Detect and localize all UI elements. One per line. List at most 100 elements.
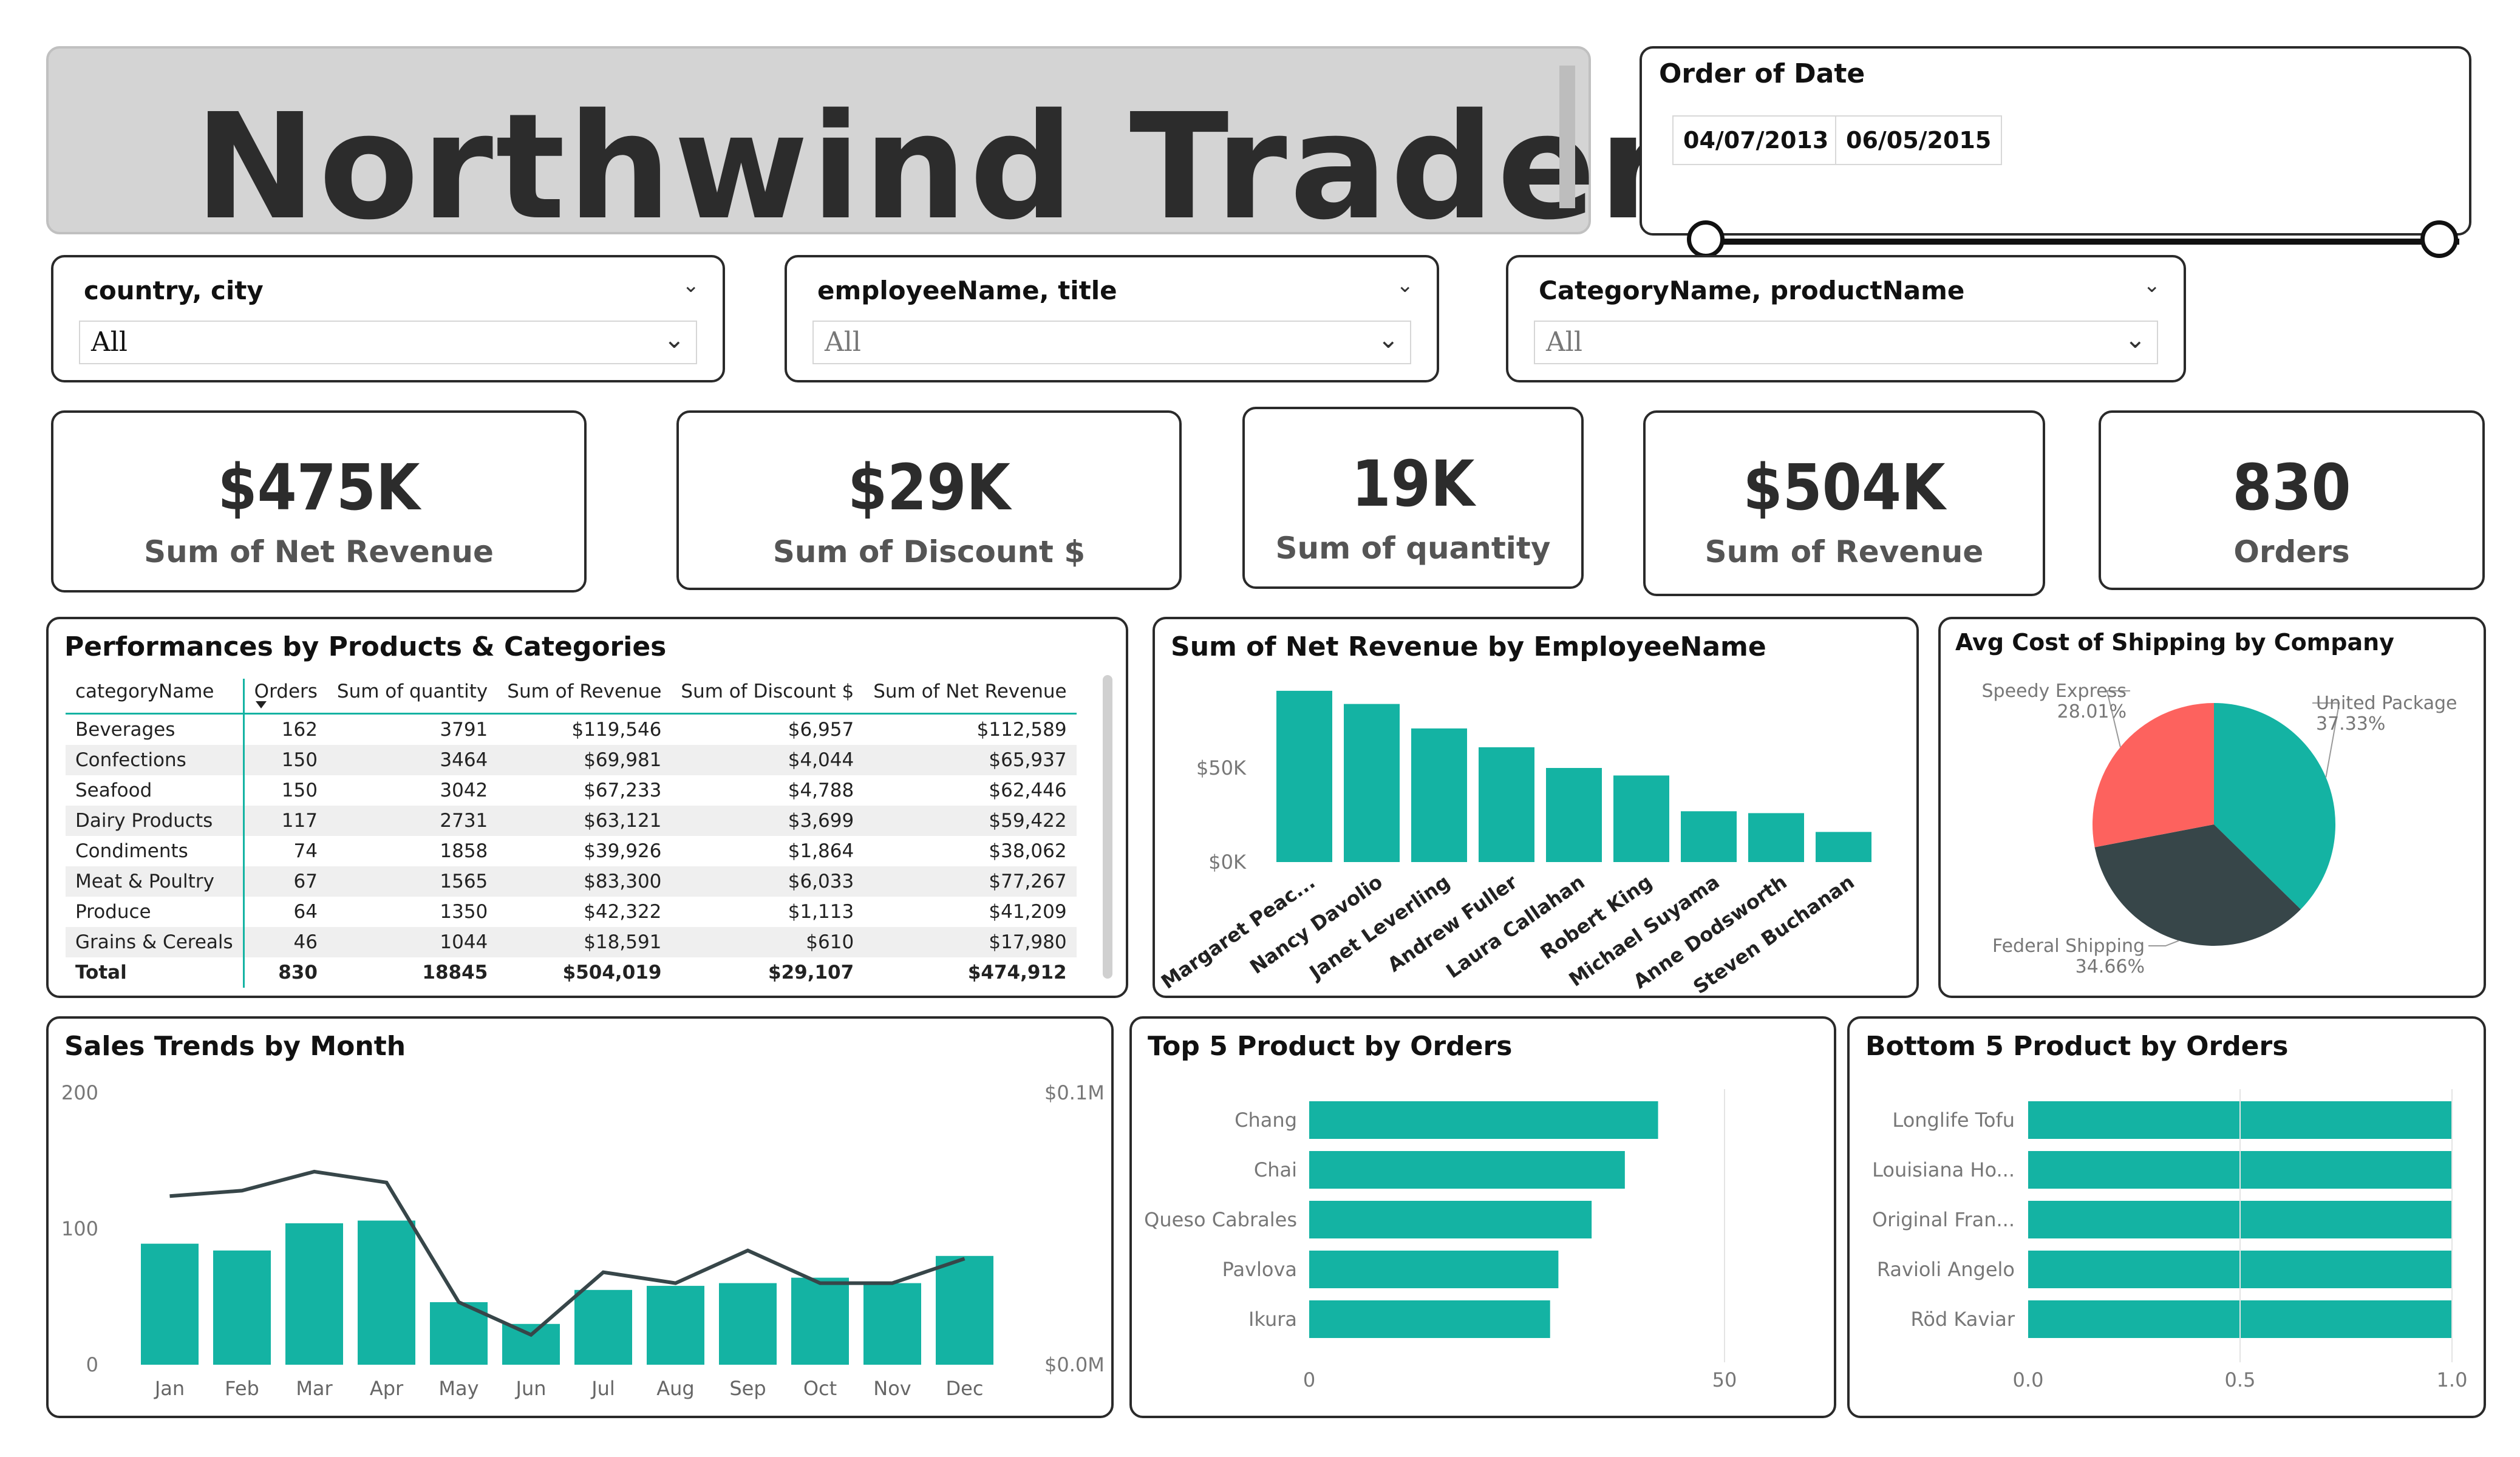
column-header[interactable]: Sum of quantity <box>327 679 498 715</box>
x-tick-label: 0.0 <box>2013 1368 2044 1391</box>
filter-category-product[interactable]: CategoryName, productName ⌄ All ⌄ <box>1506 255 2186 382</box>
table-cell: $38,062 <box>989 840 1067 862</box>
column-header[interactable]: Sum of Revenue <box>497 679 672 715</box>
table-cell: 1350 <box>440 901 488 923</box>
table-cell: 18845 <box>422 962 488 983</box>
slice-percent-label: 37.33% <box>2316 713 2385 735</box>
y-tick-label: Ravioli Angelo <box>1877 1258 2015 1281</box>
table-cell: 117 <box>242 806 327 836</box>
table-row[interactable]: Produce 64 1350 $42,322 $1,113 $41,209 <box>66 897 1077 927</box>
table-cell: $6,957 <box>788 719 854 741</box>
table-row[interactable]: Seafood 150 3042 $67,233 $4,788 $62,446 <box>66 775 1077 806</box>
table-cell: $63,121 <box>497 806 672 836</box>
category-product-select[interactable]: All ⌄ <box>1534 321 2158 364</box>
x-tick-label: 1.0 <box>2437 1368 2468 1391</box>
column-header[interactable]: Sum of Discount $ <box>671 679 864 715</box>
bar <box>719 1283 777 1365</box>
chevron-down-icon: ⌄ <box>1377 324 1399 354</box>
pie-slice <box>2094 824 2301 946</box>
table-cell: 3464 <box>327 745 498 775</box>
y2-tick-label: $0.0M <box>1044 1353 1105 1376</box>
chevron-down-icon[interactable]: ⌄ <box>1396 273 1414 297</box>
date-range-slicer[interactable]: Order of Date 04/07/2013 06/05/2015 <box>1640 46 2471 258</box>
y-tick-label: Röd Kaviar <box>1911 1308 2015 1331</box>
table-row[interactable]: Condiments 74 1858 $39,926 $1,864 $38,062 <box>66 836 1077 866</box>
report-title-banner: Northwind Traders <box>46 46 1759 252</box>
bar <box>1546 768 1602 862</box>
column-header-label: Orders <box>254 681 318 702</box>
slice-percent-label: 34.66% <box>2076 956 2145 977</box>
bar <box>1309 1151 1625 1189</box>
y-tick-label: Pavlova <box>1222 1258 1297 1281</box>
start-date-field[interactable]: 04/07/2013 <box>1672 115 1840 165</box>
y-tick-label: Longlife Tofu <box>1892 1109 2015 1132</box>
column-header[interactable]: Sum of Net Revenue <box>863 679 1077 715</box>
leader-line <box>2148 940 2179 946</box>
end-date-handle[interactable] <box>2420 220 2458 258</box>
kpi-value: $504K <box>1743 450 1946 525</box>
y-tick-label: $0K <box>1208 851 1247 874</box>
table-row[interactable]: Beverages 162 3791 $119,546 $6,957 $112,589 <box>66 713 1077 745</box>
pie-slice <box>2214 703 2335 909</box>
table-row[interactable]: Confections 150 3464 $69,981 $4,044 $65,937 <box>66 745 1077 775</box>
kpi-label: Sum of Revenue <box>1704 534 1984 569</box>
select-value: All <box>1546 327 1582 358</box>
bar <box>863 1283 921 1365</box>
y-tick-label: $50K <box>1196 756 1247 779</box>
table-cell: Seafood <box>75 779 152 801</box>
table-cell: Condiments <box>75 840 188 862</box>
net-revenue-line <box>169 1169 965 1337</box>
y-tick-label: Ikura <box>1248 1308 1297 1331</box>
total-row[interactable]: Total 830 18845 $504,019 $29,107 $474,912 <box>66 957 1077 988</box>
kpi-value: 19K <box>1351 447 1475 521</box>
bar <box>1748 813 1804 862</box>
bar <box>1479 747 1534 862</box>
table-row[interactable]: Meat & Poultry 67 1565 $83,300 $6,033 $77,267 <box>66 866 1077 897</box>
table-cell: 3791 <box>440 719 488 741</box>
bar <box>574 1289 632 1365</box>
table-cell: Grains & Cereals <box>66 927 244 957</box>
filter-employee[interactable]: employeeName, title ⌄ All ⌄ <box>785 255 1439 382</box>
end-date-field[interactable]: 06/05/2015 <box>1835 115 2003 165</box>
table-cell: 67 <box>242 866 327 897</box>
column-header-orders-sorted[interactable]: Orders <box>242 679 327 715</box>
table-cell: 150 <box>242 775 327 806</box>
column-header[interactable]: categoryName <box>66 679 244 715</box>
table-cell: Dairy Products <box>66 806 244 836</box>
filter-country-city[interactable]: country, city ⌄ All ⌄ <box>51 255 725 382</box>
bar <box>141 1243 199 1365</box>
title-scrollbar[interactable] <box>1559 66 1575 208</box>
slice-label: United Package <box>2316 693 2457 714</box>
country-city-select[interactable]: All ⌄ <box>79 321 697 364</box>
chevron-down-icon[interactable]: ⌄ <box>682 273 700 297</box>
table-cell: $65,937 <box>863 745 1077 775</box>
performance-table: categoryName Orders Sum of quantity Sum … <box>66 679 1077 988</box>
kpi-value: $29K <box>848 450 1010 525</box>
bottom5-products-chart: Longlife Tofu Louisiana Ho... Original Fra… <box>1872 1089 2468 1391</box>
leader-line <box>2106 690 2130 747</box>
date-slider-track[interactable] <box>1706 239 2459 245</box>
leader-line <box>2312 702 2340 778</box>
bar <box>791 1277 849 1365</box>
y-tick-label: Chai <box>1254 1158 1297 1181</box>
kpi-label: Sum of Net Revenue <box>144 534 494 569</box>
bar <box>1816 832 1871 862</box>
table-scrollbar[interactable] <box>1103 675 1112 979</box>
slice-percent-label: 28.01% <box>2057 701 2127 722</box>
table-cell: $18,591 <box>497 927 672 957</box>
table-row[interactable]: Dairy Products 117 2731 $63,121 $3,699 $59,42… <box>66 806 1077 836</box>
table-cell: $1,113 <box>788 901 854 923</box>
chevron-down-icon[interactable]: ⌄ <box>2143 273 2161 297</box>
bottom5-visual: Bottom 5 Product by Orders Longlife Tofu… <box>1847 1016 2486 1418</box>
x-tick-label: Feb <box>225 1377 259 1400</box>
bar <box>1613 775 1669 862</box>
start-date-handle[interactable] <box>1687 220 1725 258</box>
table-cell: $41,209 <box>989 901 1067 923</box>
employee-select[interactable]: All ⌄ <box>812 321 1411 364</box>
y-tick-label: 200 <box>61 1081 98 1104</box>
x-tick-label: Jan <box>154 1377 185 1400</box>
table-cell: $4,044 <box>671 745 864 775</box>
bar <box>1309 1251 1559 1288</box>
table-row[interactable]: Grains & Cereals 46 1044 $18,591 $610 $17,980 <box>66 927 1077 957</box>
report-title: Northwind Traders <box>194 82 1762 252</box>
